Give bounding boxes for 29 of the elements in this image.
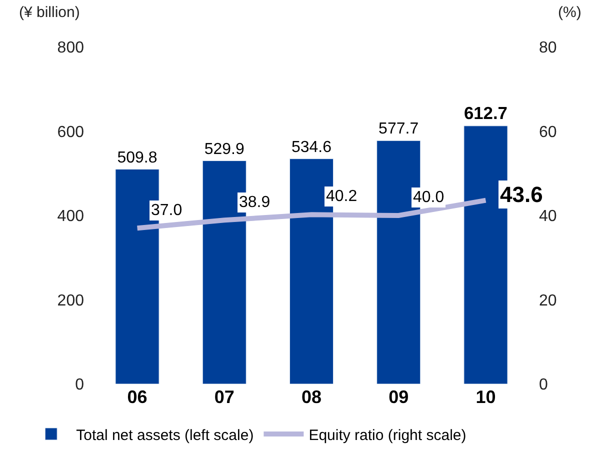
y2-axis-title: (%): [558, 4, 582, 21]
data-label: 38.9: [239, 194, 270, 211]
y2-tick-label: 60: [539, 124, 557, 141]
y-tick-label: 800: [57, 40, 84, 57]
y2-tick-label: 20: [539, 292, 557, 310]
data-label: 577.7: [378, 120, 419, 138]
y2-tick-label: 0: [539, 376, 548, 394]
data-label: 612.7: [464, 102, 508, 123]
y2-tick-label: 40: [539, 208, 557, 226]
data-label: 40.2: [326, 188, 358, 205]
x-tick-label: 10: [476, 387, 496, 407]
x-tick-label: 06: [127, 387, 148, 407]
y-tick-label: 400: [57, 208, 84, 226]
legend-label: Total net assets (left scale): [76, 426, 254, 444]
data-label: 534.6: [291, 138, 332, 156]
x-tick-label: 08: [301, 387, 322, 407]
data-label: 43.6: [500, 182, 543, 207]
data-label: 529.9: [204, 140, 244, 158]
y-tick-label: 200: [57, 292, 84, 310]
data-label: 509.8: [117, 149, 158, 166]
x-tick-label: 07: [214, 387, 234, 407]
y-tick-label: 0: [75, 376, 84, 394]
x-tick-label: 09: [388, 387, 409, 407]
legend-label: Equity ratio (right scale): [308, 426, 466, 444]
y-axis-title: (¥ billion): [19, 4, 80, 21]
data-label: 37.0: [151, 202, 182, 219]
y2-tick-label: 80: [539, 40, 557, 57]
y-tick-label: 600: [57, 124, 84, 141]
data-label: 40.0: [413, 189, 444, 206]
